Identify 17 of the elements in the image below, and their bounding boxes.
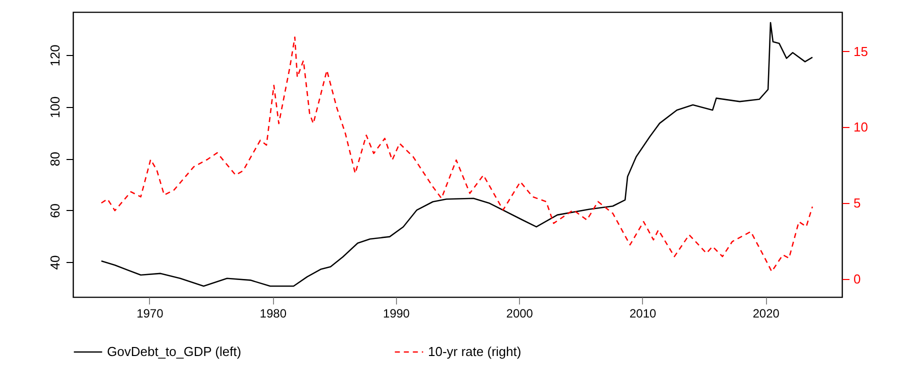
y2-tick-label: 0: [854, 271, 861, 286]
x-tick-label: 1990: [383, 306, 410, 320]
legend-label: 10-yr rate (right): [428, 344, 522, 359]
x-tick-label: 2000: [506, 306, 534, 320]
legend-label: GovDebt_to_GDP (left): [107, 344, 242, 359]
y-tick-label: 80: [48, 152, 62, 166]
y-tick-label: 40: [48, 255, 62, 270]
y2-tick-label: 15: [854, 44, 868, 59]
y-tick-label: 120: [48, 44, 62, 66]
x-tick-label: 2010: [630, 306, 657, 320]
y2-tick-label: 5: [854, 196, 861, 211]
y-tick-label: 100: [48, 96, 62, 118]
x-tick-label: 1980: [260, 306, 287, 320]
y2-tick-label: 10: [854, 120, 868, 135]
x-tick-label: 1970: [136, 306, 164, 320]
y-tick-label: 60: [48, 204, 62, 218]
x-tick-label: 2020: [752, 306, 780, 320]
